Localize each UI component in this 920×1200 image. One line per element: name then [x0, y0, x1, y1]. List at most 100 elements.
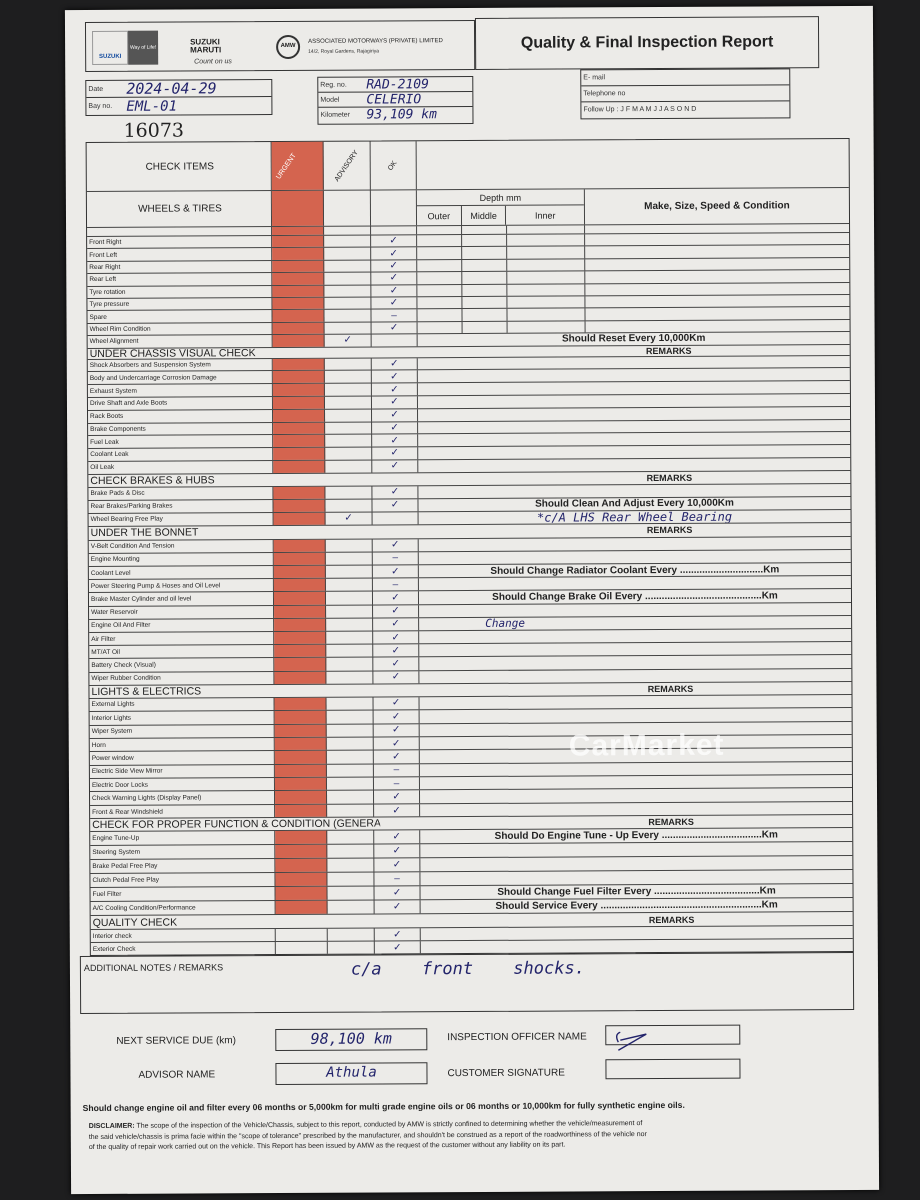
ok-checkbox[interactable]: ✓	[373, 723, 420, 737]
advisory-checkbox[interactable]	[327, 928, 375, 942]
ok-checkbox[interactable]: ✓	[373, 644, 420, 657]
urgent-checkbox[interactable]	[274, 737, 327, 751]
urgent-checkbox[interactable]	[275, 845, 328, 859]
advisory-checkbox[interactable]	[326, 737, 374, 751]
urgent-checkbox[interactable]	[272, 322, 325, 335]
outer-depth-field[interactable]	[417, 321, 463, 334]
ok-checkbox[interactable]: ✓	[374, 886, 421, 900]
advisory-checkbox[interactable]	[326, 710, 374, 724]
ok-checkbox[interactable]: ✓	[374, 804, 421, 817]
advisory-checkbox[interactable]	[326, 671, 374, 684]
urgent-checkbox[interactable]	[273, 422, 326, 435]
urgent-checkbox[interactable]	[275, 942, 328, 955]
advisory-checkbox[interactable]	[325, 591, 374, 605]
urgent-checkbox[interactable]	[275, 887, 328, 901]
ok-checkbox[interactable]: ✓	[373, 670, 420, 684]
urgent-checkbox[interactable]	[274, 644, 327, 658]
advisory-checkbox[interactable]	[324, 235, 372, 248]
advisory-checkbox[interactable]	[326, 631, 374, 644]
urgent-checkbox[interactable]	[275, 873, 328, 887]
advisory-checkbox[interactable]: ✓	[325, 512, 373, 525]
middle-depth-field[interactable]	[462, 321, 508, 334]
outer-depth-field[interactable]	[417, 226, 463, 235]
ok-checkbox[interactable]: –	[373, 777, 420, 791]
advisory-checkbox[interactable]	[324, 226, 372, 235]
advisory-checkbox[interactable]	[324, 370, 372, 383]
ok-checkbox[interactable]: ✓	[373, 604, 420, 618]
ok-checkbox[interactable]: ✓	[373, 737, 420, 750]
advisory-checkbox[interactable]	[327, 844, 375, 859]
urgent-checkbox[interactable]	[273, 539, 326, 552]
ok-checkbox[interactable]: ✓	[372, 434, 419, 447]
outer-depth-field[interactable]	[417, 259, 463, 272]
ok-checkbox[interactable]	[372, 511, 419, 525]
advisory-checkbox[interactable]	[325, 578, 373, 592]
urgent-checkbox[interactable]	[272, 297, 325, 310]
outer-depth-field[interactable]	[417, 296, 463, 309]
ok-checkbox[interactable]: ✓	[371, 370, 418, 383]
urgent-checkbox[interactable]	[274, 764, 327, 778]
urgent-checkbox[interactable]	[273, 579, 326, 592]
ok-checkbox[interactable]: ✓	[374, 900, 421, 914]
ok-checkbox[interactable]: ✓	[372, 538, 419, 552]
middle-depth-field[interactable]	[462, 259, 508, 272]
ok-checkbox[interactable]: ✓	[372, 591, 420, 605]
advisory-checkbox[interactable]	[325, 539, 373, 552]
ok-checkbox[interactable]: ✓	[371, 284, 418, 297]
advisory-checkbox[interactable]	[326, 777, 374, 791]
ok-checkbox[interactable]	[371, 334, 418, 347]
urgent-checkbox[interactable]	[274, 777, 327, 791]
middle-depth-field[interactable]	[462, 309, 508, 321]
advisory-checkbox[interactable]	[325, 447, 373, 460]
ok-checkbox[interactable]: –	[372, 552, 419, 565]
outer-depth-field[interactable]	[417, 284, 463, 297]
urgent-checkbox[interactable]	[274, 618, 327, 632]
advisory-checkbox[interactable]	[326, 764, 374, 777]
ok-checkbox[interactable]: ✓	[374, 830, 421, 844]
ok-checkbox[interactable]: ✓	[371, 396, 418, 409]
ok-checkbox[interactable]: ✓	[371, 322, 418, 334]
advisory-checkbox[interactable]	[325, 565, 373, 579]
urgent-checkbox[interactable]	[274, 724, 327, 737]
inner-depth-field[interactable]	[507, 321, 586, 333]
advisory-checkbox[interactable]	[327, 900, 375, 915]
urgent-checkbox[interactable]	[272, 226, 325, 236]
advisory-checkbox[interactable]	[324, 358, 372, 371]
middle-depth-field[interactable]	[462, 247, 508, 259]
advisory-checkbox[interactable]	[326, 697, 374, 710]
ok-checkbox[interactable]: ✓	[373, 710, 420, 724]
ok-checkbox[interactable]: ✓	[373, 697, 420, 710]
inner-depth-field[interactable]	[507, 234, 586, 247]
outer-depth-field[interactable]	[417, 235, 463, 247]
urgent-checkbox[interactable]	[272, 383, 325, 396]
advisory-checkbox[interactable]	[324, 285, 372, 297]
outer-depth-field[interactable]	[417, 309, 463, 322]
advisory-checkbox[interactable]	[325, 486, 373, 499]
ok-checkbox[interactable]: ✓	[374, 941, 421, 954]
urgent-checkbox[interactable]	[275, 831, 328, 845]
inner-depth-field[interactable]	[507, 296, 586, 309]
urgent-checkbox[interactable]	[273, 499, 326, 512]
ok-checkbox[interactable]: ✓	[372, 460, 419, 473]
urgent-checkbox[interactable]	[274, 671, 327, 684]
officer-signature-field[interactable]	[605, 1024, 741, 1051]
ok-checkbox[interactable]: ✓	[373, 618, 420, 631]
urgent-checkbox[interactable]	[272, 285, 325, 297]
urgent-checkbox[interactable]	[272, 334, 325, 347]
urgent-checkbox[interactable]	[273, 592, 327, 605]
inner-depth-field[interactable]	[507, 271, 586, 284]
middle-depth-field[interactable]	[462, 271, 508, 284]
ok-checkbox[interactable]: ✓	[371, 408, 419, 422]
ok-checkbox[interactable]: ✓	[371, 260, 418, 272]
outer-depth-field[interactable]	[417, 247, 463, 260]
advisory-checkbox[interactable]	[325, 422, 373, 435]
ok-checkbox[interactable]: ✓	[372, 565, 419, 578]
ok-checkbox[interactable]: ✓	[373, 657, 420, 671]
urgent-checkbox[interactable]	[275, 859, 328, 873]
urgent-checkbox[interactable]	[272, 248, 325, 260]
advisory-checkbox[interactable]	[327, 804, 375, 818]
urgent-checkbox[interactable]	[275, 929, 328, 942]
urgent-checkbox[interactable]	[273, 460, 326, 473]
ok-checkbox[interactable]: –	[371, 309, 418, 322]
middle-depth-field[interactable]	[462, 234, 508, 247]
